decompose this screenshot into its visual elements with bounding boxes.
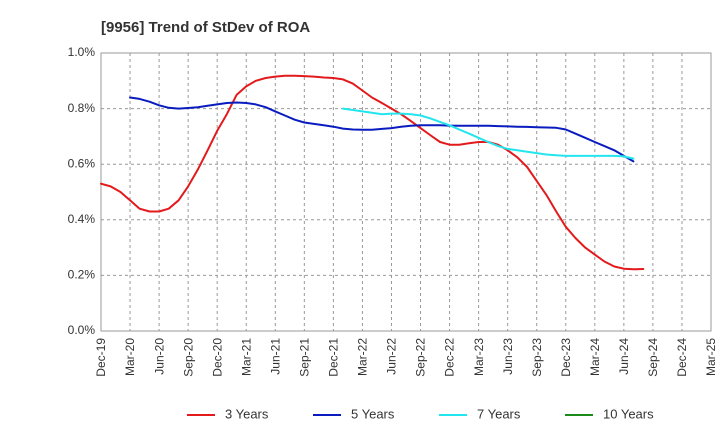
grid-layer bbox=[101, 53, 711, 331]
axis-layer: Dec-19 Mar-20 Jun-20 Sep-20 Dec-20 Mar-21 Jun-… bbox=[68, 45, 719, 377]
x-tick-label: Mar-25 bbox=[704, 338, 718, 376]
x-tick-label: Mar-21 bbox=[239, 338, 253, 376]
x-tick-label: Mar-20 bbox=[123, 338, 137, 376]
x-tick-label: Sep-24 bbox=[646, 338, 660, 377]
x-tick-label: Dec-23 bbox=[559, 338, 573, 377]
x-tick-label: Dec-22 bbox=[443, 338, 457, 377]
y-tick-label: 0.4% bbox=[68, 212, 96, 226]
x-tick-label: Dec-21 bbox=[327, 338, 341, 377]
x-tick-label: Sep-22 bbox=[414, 338, 428, 377]
x-tick-label: Sep-21 bbox=[298, 338, 312, 377]
y-tick-label: 0.6% bbox=[68, 156, 96, 170]
series-line-7-years bbox=[342, 107, 635, 160]
y-tick-label: 1.0% bbox=[68, 45, 96, 59]
x-tick-label: Dec-19 bbox=[94, 338, 108, 377]
x-tick-label: Jun-22 bbox=[385, 338, 399, 375]
series-line-3-years bbox=[100, 74, 645, 271]
legend-label: 3 Years bbox=[225, 406, 269, 421]
series-layer bbox=[100, 74, 645, 271]
plot-frame bbox=[100, 52, 712, 332]
x-tick-label: Sep-23 bbox=[530, 338, 544, 377]
x-tick-label: Jun-21 bbox=[268, 338, 282, 375]
x-tick-label: Mar-22 bbox=[356, 338, 370, 376]
x-tick-label: Dec-20 bbox=[210, 338, 224, 377]
x-tick-label: Sep-20 bbox=[181, 338, 195, 377]
x-tick-label: Mar-23 bbox=[472, 338, 486, 376]
chart-title: [9956] Trend of StDev of ROA bbox=[101, 19, 310, 36]
x-tick-label: Jun-20 bbox=[152, 338, 166, 375]
legend-label: 10 Years bbox=[603, 406, 654, 421]
legend: 3 Years 5 Years 7 Years 10 Years bbox=[187, 406, 654, 421]
x-tick-label: Mar-24 bbox=[588, 338, 602, 376]
x-tick-label: Jun-24 bbox=[617, 338, 631, 375]
x-tick-label: Jun-23 bbox=[501, 338, 515, 375]
series-line-5-years bbox=[129, 96, 635, 163]
legend-label: 5 Years bbox=[351, 406, 395, 421]
y-tick-label: 0.2% bbox=[68, 268, 96, 282]
y-tick-label: 0.0% bbox=[68, 323, 96, 337]
y-tick-label: 0.8% bbox=[68, 101, 96, 115]
x-tick-label: Dec-24 bbox=[675, 338, 689, 377]
legend-label: 7 Years bbox=[477, 406, 521, 421]
